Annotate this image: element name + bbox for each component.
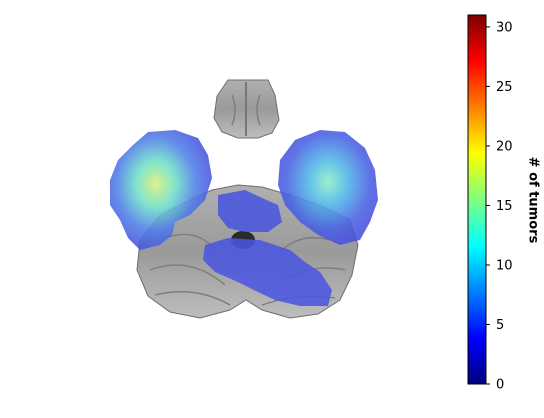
colorbar-tick-label: 15 bbox=[496, 199, 513, 214]
overlay-center-top bbox=[218, 190, 282, 232]
colorbar-gradient bbox=[467, 14, 487, 385]
tumor-overlay bbox=[110, 130, 378, 306]
colorbar: 0 5 10 15 20 25 30 bbox=[467, 14, 513, 393]
overlay-left-region bbox=[110, 130, 212, 250]
colorbar-tick-label: 30 bbox=[496, 20, 513, 35]
colorbar-tick-label: 5 bbox=[496, 318, 504, 333]
colorbar-tick-label: 10 bbox=[496, 258, 513, 273]
colorbar-tick-label: 0 bbox=[496, 378, 504, 393]
overlay-right-region bbox=[278, 130, 378, 245]
colorbar-tick-label: 25 bbox=[496, 80, 513, 95]
colorbar-ticks: 0 5 10 15 20 25 30 bbox=[486, 20, 513, 393]
colorbar-tick-label: 20 bbox=[496, 139, 513, 154]
overlay-center-bottom bbox=[203, 238, 332, 306]
colorbar-label: # of tumors bbox=[525, 156, 541, 244]
